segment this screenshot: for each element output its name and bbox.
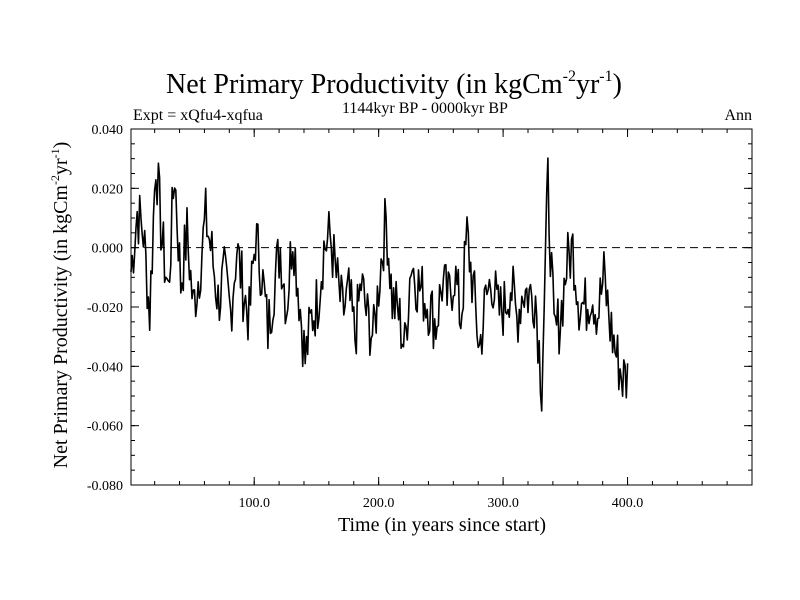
chart-title-main: Net Primary Productivity (in kgCm bbox=[166, 69, 563, 100]
y-tick-label: -0.060 bbox=[87, 420, 123, 435]
y-axis-label: Net Primary Productivity (in kgCm-2yr-1) bbox=[48, 142, 72, 469]
chart-title: Net Primary Productivity (in kgCm-2yr-1) bbox=[166, 68, 622, 100]
chart-title-end: ) bbox=[613, 69, 622, 100]
y-tick-label: 0.020 bbox=[92, 182, 124, 197]
subtitle-right: Ann bbox=[724, 107, 752, 124]
x-tick-label: 200.0 bbox=[363, 496, 395, 511]
x-tick-label: 300.0 bbox=[487, 496, 519, 511]
series-line bbox=[130, 157, 629, 412]
y-axis-label-sup1: -2 bbox=[48, 175, 62, 185]
y-axis-label-main: Net Primary Productivity (in kgCm bbox=[50, 185, 72, 469]
y-tick-label: -0.020 bbox=[87, 301, 123, 316]
plot-frame bbox=[130, 128, 753, 486]
y-tick-label: -0.040 bbox=[87, 360, 123, 375]
x-tick-label: 400.0 bbox=[612, 496, 644, 511]
x-axis-label: Time (in years since start) bbox=[338, 514, 546, 536]
x-tick-label: 100.0 bbox=[238, 496, 270, 511]
y-tick-label: -0.080 bbox=[87, 479, 123, 494]
chart-title-sup1: -2 bbox=[563, 68, 576, 85]
y-axis-label-mid: yr bbox=[50, 158, 72, 175]
subtitle-left: Expt = xQfu4-xqfua bbox=[133, 107, 263, 124]
y-tick-label: 0.040 bbox=[92, 123, 124, 138]
chart-title-sup2: -1 bbox=[599, 68, 612, 85]
chart-title-mid: yr bbox=[576, 69, 600, 100]
y-ticks: 0.040 0.020 0.000 -0.020 -0.040 -0.060 -0.080 bbox=[87, 123, 752, 494]
y-tick-label: 0.000 bbox=[92, 242, 124, 257]
x-ticks: 100.0 200.0 300.0 400.0 bbox=[154, 129, 728, 511]
y-axis-label-end: ) bbox=[50, 142, 72, 149]
series-group bbox=[130, 157, 629, 412]
y-axis-label-sup2: -1 bbox=[48, 148, 62, 158]
subtitle-center: 1144kyr BP - 0000kyr BP bbox=[342, 100, 508, 117]
